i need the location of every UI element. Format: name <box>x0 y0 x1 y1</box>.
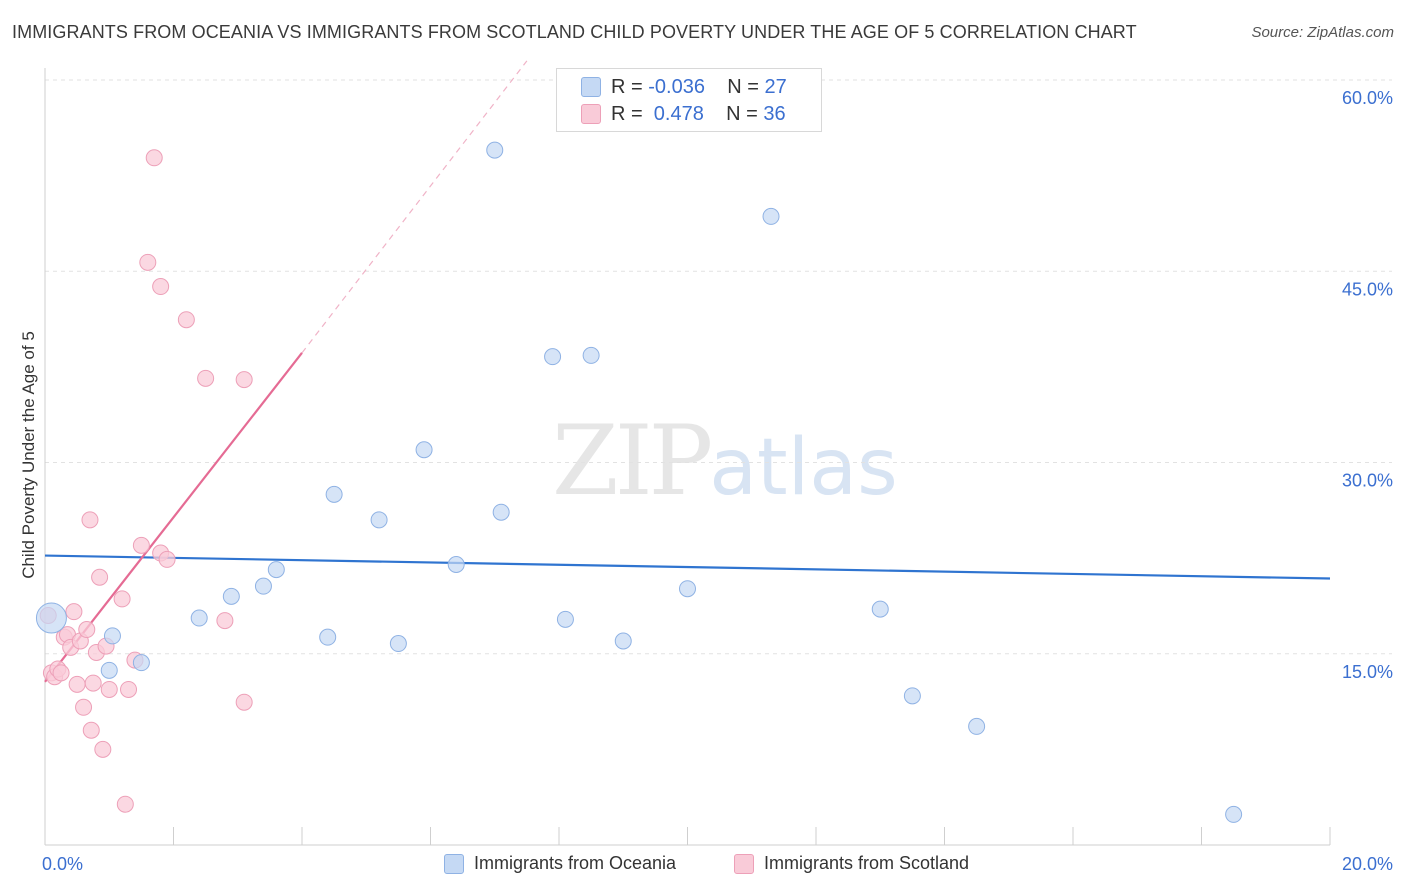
oceania-point-8 <box>319 628 337 646</box>
oceania-point-1 <box>103 627 121 645</box>
scotland-point-9 <box>68 675 86 693</box>
scotland-point-27 <box>145 149 163 167</box>
scotland-point-20 <box>100 680 118 698</box>
scotland-point-33 <box>216 612 234 630</box>
y-tick-label-0: 15.0% <box>1342 662 1393 682</box>
scotland-point-15 <box>84 674 102 692</box>
legend-scotland-n-label: N = <box>726 103 764 125</box>
oceania-point-15 <box>492 503 510 521</box>
oceania-point-19 <box>614 632 632 650</box>
oceania-point-12 <box>415 441 433 459</box>
scotland-point-30 <box>158 550 176 568</box>
scotland-trend-extension <box>301 60 528 354</box>
scotland-point-29 <box>152 278 170 296</box>
oceania-point-18 <box>582 346 600 364</box>
oceania-point-4 <box>190 609 208 627</box>
y-tick-label-1: 30.0% <box>1342 471 1393 491</box>
bottom-scotland-swatch <box>734 854 754 874</box>
oceania-point-22 <box>871 600 889 618</box>
legend-oceania-n-value: 27 <box>764 76 787 98</box>
legend-oceania-n-label: N = <box>727 76 765 98</box>
oceania-points <box>35 141 1243 823</box>
bottom-oceania-swatch <box>444 854 464 874</box>
oceania-point-7 <box>267 561 285 579</box>
scotland-point-35 <box>235 693 253 711</box>
x-tick-label-1: 20.0% <box>1342 854 1393 874</box>
legend-oceania-r-label: R = <box>611 76 649 98</box>
oceania-point-17 <box>556 610 574 628</box>
y-tick-label-2: 45.0% <box>1342 279 1393 299</box>
oceania-point-10 <box>370 511 388 529</box>
scotland-point-18 <box>94 740 112 758</box>
scotland-point-26 <box>139 253 157 271</box>
scotland-point-4 <box>52 664 70 682</box>
zipatlas-watermark: ZIPatlas <box>552 405 898 517</box>
oceania-point-11 <box>389 635 407 653</box>
oceania-point-0 <box>35 602 67 634</box>
legend-scotland-r-value: 0.478 <box>648 103 704 125</box>
oceania-point-14 <box>486 141 504 159</box>
scotland-point-25 <box>132 536 150 554</box>
oceania-point-25 <box>1225 805 1243 823</box>
scotland-point-17 <box>91 568 109 586</box>
scotland-points <box>39 149 253 813</box>
source-label: Source: ZipAtlas.com <box>1251 24 1394 41</box>
x-tick-label-0: 0.0% <box>42 854 83 874</box>
legend-oceania-r-value: -0.036 <box>648 76 705 98</box>
scotland-point-34 <box>235 371 253 389</box>
scotland-point-13 <box>81 511 99 529</box>
oceania-point-5 <box>222 587 240 605</box>
oceania-point-13 <box>447 556 465 573</box>
scotland-point-8 <box>65 603 83 621</box>
oceania-point-16 <box>544 348 562 366</box>
oceania-point-21 <box>762 207 780 225</box>
legend-scotland-r-label: R = <box>611 103 649 125</box>
scotland-point-23 <box>120 680 138 698</box>
scotland-point-11 <box>75 698 93 716</box>
watermark-zip: ZIP <box>552 405 713 517</box>
oceania-swatch <box>581 77 601 97</box>
oceania-point-20 <box>679 580 696 598</box>
scotland-swatch <box>581 104 601 124</box>
legend-scotland-n-value: 36 <box>763 103 786 125</box>
scotland-point-14 <box>82 721 100 739</box>
chart-title: IMMIGRANTS FROM OCEANIA VS IMMIGRANTS FR… <box>12 22 1137 42</box>
scotland-point-32 <box>197 369 215 387</box>
y-tick-label-3: 60.0% <box>1342 88 1393 108</box>
oceania-point-6 <box>254 577 272 595</box>
scotland-point-21 <box>113 590 131 608</box>
oceania-point-24 <box>968 717 986 735</box>
bottom-oceania-label: Immigrants from Oceania <box>474 853 677 873</box>
oceania-point-9 <box>325 485 343 503</box>
oceania-point-2 <box>100 661 118 679</box>
oceania-trend-line <box>44 554 1331 580</box>
scotland-point-22 <box>116 795 134 813</box>
axes <box>44 68 1331 846</box>
watermark-atlas: atlas <box>709 423 898 513</box>
bottom-scotland-label: Immigrants from Scotland <box>764 853 970 873</box>
tick-labels: 15.0% 30.0% 45.0% 60.0% 0.0% 20.0% <box>42 88 1393 874</box>
oceania-point-23 <box>903 687 921 705</box>
scotland-point-31 <box>177 311 195 329</box>
y-axis-label: Child Poverty Under the Age of 5 <box>19 331 38 579</box>
oceania-point-3 <box>132 654 150 672</box>
scotland-point-12 <box>78 621 96 639</box>
correlation-legend: R = -0.036 N = 27 R = 0.478 N = 36 <box>556 68 822 132</box>
